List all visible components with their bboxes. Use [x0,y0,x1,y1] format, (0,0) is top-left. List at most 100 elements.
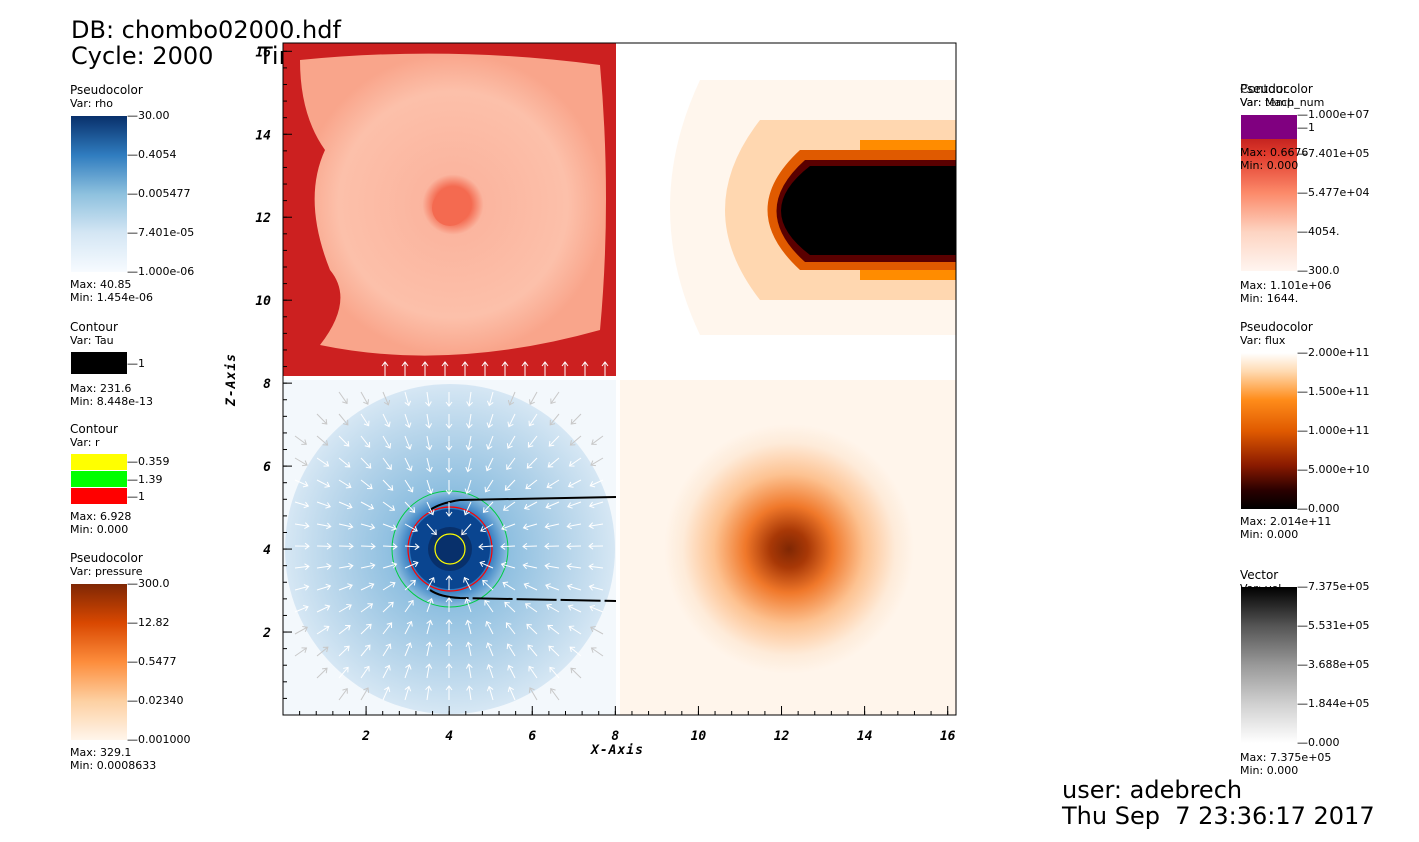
vector-arrowhead [389,505,396,511]
vector-arrowhead [463,509,470,516]
x-axis-ticks: 2 4 6 8 10 12 14 16 [299,706,956,744]
vector-arrowhead [392,543,398,550]
legend-flux-max: Max: 2.014e+11 [1240,515,1332,528]
vector-arrow [360,564,375,569]
vector-arrow [338,645,350,657]
vector-arrowhead [368,503,375,510]
vector-arrow [382,643,391,657]
vector-arrowhead [486,444,493,450]
vector-arrowhead [324,604,331,611]
legend-mach-tick: —1 [1297,121,1315,134]
vector-arrow [294,523,309,527]
vector-arrow [294,565,309,569]
vector-arrowhead [522,523,529,531]
vector-arrow [338,625,351,635]
vector-arrow [338,391,348,404]
vector-arrowhead [364,442,371,448]
vector-arrow [404,562,419,569]
vector-arrow [360,435,371,448]
vector-arrowhead [445,467,453,473]
vector-arrow [338,457,351,468]
vector-arrowhead [570,667,577,674]
vector-arrowhead [342,419,349,426]
legend-temp-tick: —1.000e+07 [1297,108,1370,121]
vector-arrow [426,577,435,591]
x-tick-label: 4 [445,729,453,744]
vector-arrowhead [566,583,573,591]
y-tick-label: 12 [255,211,271,226]
vector-arrow [316,457,329,467]
vector-arrow [506,457,516,470]
vector-arrow [545,501,560,508]
legend-pressure-var: Var: pressure [70,565,143,578]
vector-arrow [567,501,582,508]
vector-arrow [382,622,392,635]
vector-arrowhead [461,529,467,536]
vector-arrowhead [486,663,493,670]
legend-r-swatch-yellow [71,454,127,470]
vector-arrow [316,501,331,508]
legend-flux-var: Var: flux [1240,334,1286,347]
vector-arrow [382,391,389,406]
legend-pressure-tick: —0.001000 [127,733,191,746]
vector-arrow [467,620,472,635]
vector-arrow [589,585,604,591]
vector-arrow [601,361,609,376]
vector-arrowhead [427,598,434,604]
legend-temp: Pseudocolor Contour Var: Mach_num Var: t… [1240,83,1415,308]
vector-arrowhead [344,645,350,652]
vector-arrowhead [486,422,494,429]
vector-arrow [360,583,374,591]
vector-arrowhead [566,542,572,550]
vector-arrowhead [548,645,554,652]
legend-vel: Vector Var: vel —7.375e+05 —5.531e+05 —3… [1240,569,1415,794]
vector-arrow [294,647,307,657]
vector-arrow [581,361,589,376]
panel-temp [283,43,616,376]
legend-flux-tick: —0.000 [1297,502,1340,515]
legend-vel-tick: —1.844e+05 [1297,697,1370,710]
legend-tau-max: Max: 231.6 [70,382,132,395]
vector-arrow [404,621,412,635]
vector-arrow [545,565,560,569]
vector-arrowhead [590,647,597,653]
vector-arrow [481,361,489,376]
vector-arrowhead [412,526,418,533]
vector-arrow [487,435,494,450]
legend-mach-swatch [1241,115,1297,139]
vector-arrowhead [425,685,432,691]
vector-arrowhead [525,483,532,490]
vector-arrowhead [345,624,351,631]
vector-arrowhead [466,423,473,429]
y-tick-label: 2 [262,626,271,641]
vector-arrowhead [425,641,433,648]
vector-arrow [529,391,538,405]
legend-flux: Pseudocolor Var: flux —2.000e+11 —1.500e… [1240,321,1415,546]
vector-field [294,391,604,701]
vector-arrow [482,580,494,591]
vector-arrowhead [405,663,412,670]
vector-arrowhead [412,560,419,568]
vector-arrow [426,523,437,535]
vector-arrow [549,413,560,426]
vector-arrowhead [544,522,551,530]
legend-rho-tick: —30.00 [127,109,170,122]
vector-arrowhead [384,664,391,671]
vector-arrowhead [387,485,394,491]
vector-arrowhead [507,664,514,671]
vector-arrowhead [569,440,576,446]
vector-arrowhead [426,619,433,626]
vector-arrow [426,457,431,472]
vector-arrow [501,563,516,569]
vector-arrow [294,457,308,466]
y-tick-label: 6 [263,460,271,475]
vector-arrowhead [425,401,432,407]
vector-arrowhead [465,445,473,451]
legend-tau-min: Min: 8.448e-13 [70,395,153,408]
vector-arrowhead [588,542,594,550]
vector-arrowhead [590,460,596,467]
vector-arrow [550,391,560,404]
vector-arrowhead [549,666,555,673]
vector-arrow [360,644,371,657]
